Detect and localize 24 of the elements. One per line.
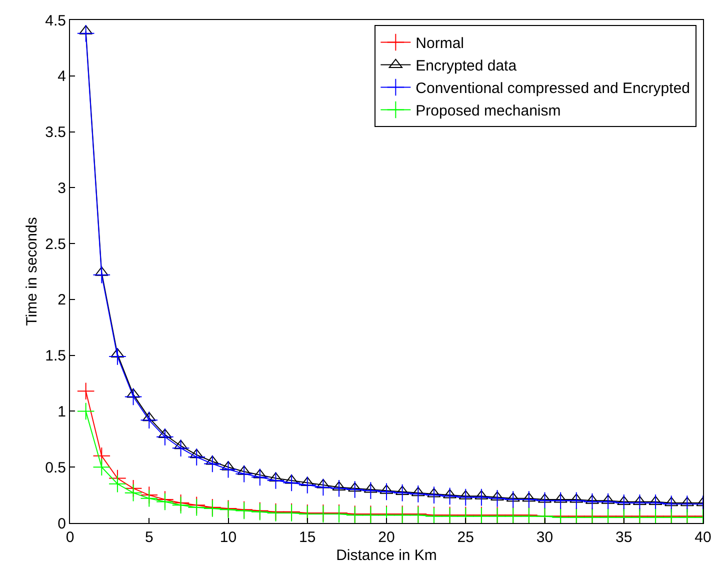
legend-label: Encrypted data xyxy=(416,58,518,75)
legend-label: Conventional compressed and Encrypted xyxy=(416,80,690,98)
x-tick-label: 5 xyxy=(144,529,154,546)
legend-label: Normal xyxy=(416,35,464,52)
y-tick-label: 4 xyxy=(58,68,66,86)
y-tick-label: 1.5 xyxy=(45,348,66,365)
y-tick-label: 2.5 xyxy=(45,236,66,253)
x-tick-label: 10 xyxy=(220,529,237,546)
x-tick-label: 40 xyxy=(694,529,712,546)
y-tick-label: 3.5 xyxy=(45,124,66,142)
y-tick-label: 4.5 xyxy=(45,12,66,30)
y-axis-title: Time in seconds xyxy=(23,217,40,326)
x-tick-label: 15 xyxy=(299,529,316,546)
y-tick-label: 2 xyxy=(58,292,66,309)
x-tick-label: 35 xyxy=(616,529,632,546)
x-tick-label: 30 xyxy=(536,529,554,546)
y-tick-label: 0.5 xyxy=(45,459,66,476)
legend-label: Proposed mechanism xyxy=(416,102,561,120)
x-tick-label: 25 xyxy=(457,529,474,546)
x-axis-title: Distance in Km xyxy=(336,547,437,564)
x-tick-label: 20 xyxy=(378,529,395,546)
y-tick-label: 3 xyxy=(58,180,66,197)
y-tick-label: 1 xyxy=(58,403,66,420)
y-tick-label: 0 xyxy=(58,515,66,532)
